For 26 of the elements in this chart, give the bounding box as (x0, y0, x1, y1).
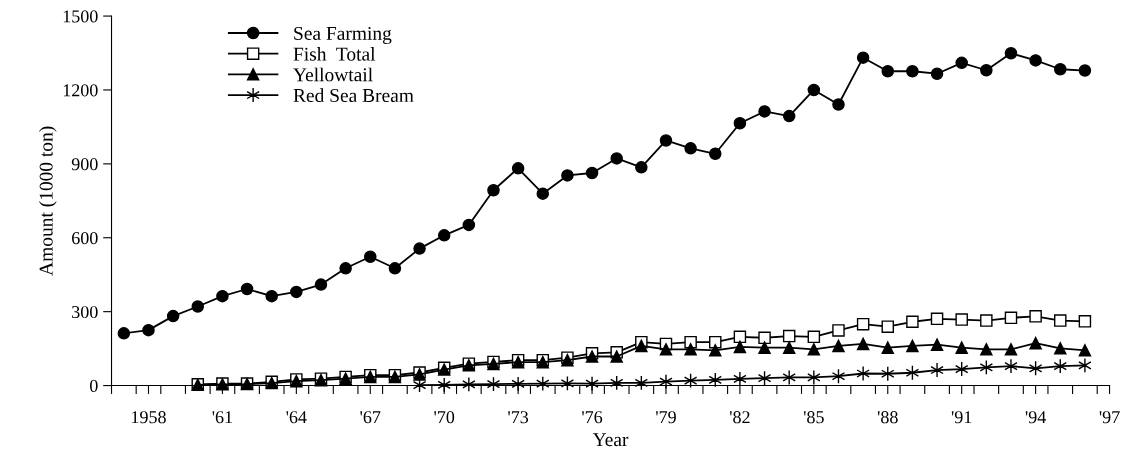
x-axis-title: Year (592, 433, 629, 447)
y-tick-label: 1500 (63, 10, 98, 23)
x-tick-label: '64 (286, 411, 307, 424)
y-tick-label: 0 (89, 379, 98, 392)
x-tick-label: '82 (730, 411, 750, 424)
x-tick-label: '88 (877, 411, 898, 424)
x-tick-label: '91 (951, 411, 972, 424)
x-tick-label: 1958 (132, 411, 166, 424)
x-tick-label: '94 (1025, 411, 1046, 424)
x-tick-label: '70 (434, 411, 455, 424)
x-tick-label: '61 (212, 411, 232, 424)
x-tick-label: '76 (582, 411, 603, 424)
legend-label: Fish Total (293, 47, 376, 61)
x-tick-label: '97 (1099, 411, 1120, 424)
x-tick-label: '67 (360, 411, 381, 424)
x-tick-label: '85 (803, 411, 824, 424)
y-tick-label: 600 (72, 232, 98, 245)
legend-label: Yellowtail (293, 67, 373, 82)
legend-label: Sea Farming (294, 26, 392, 44)
x-tick-label: '79 (656, 411, 676, 424)
legend-label: Red Sea Bream (293, 88, 414, 103)
y-tick-label: 1200 (63, 84, 98, 97)
x-tick-label: '73 (508, 411, 529, 424)
y-axis-title: Amount (1000 ton) (39, 126, 57, 276)
y-tick-label: 900 (71, 158, 98, 171)
y-tick-label: 300 (72, 305, 98, 319)
